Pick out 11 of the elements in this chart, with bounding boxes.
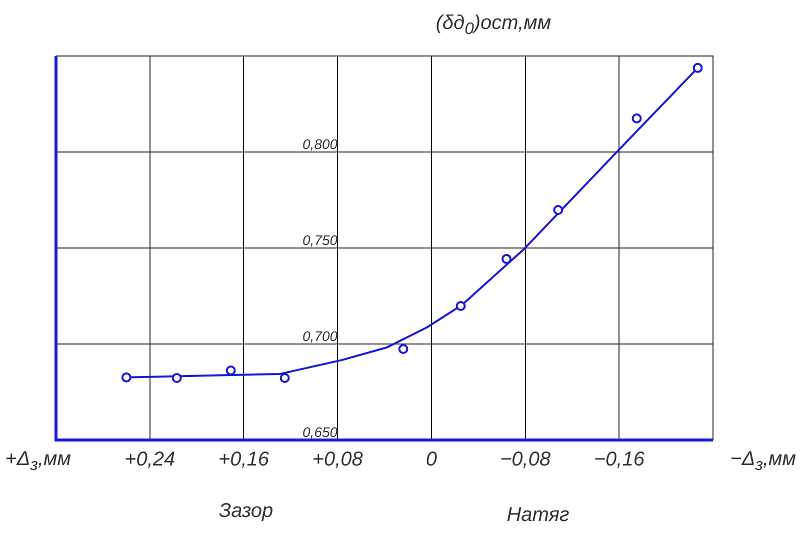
x-tick-label: +0,08 xyxy=(312,448,363,471)
text: −Δ$_{з}$,мм xyxy=(730,448,796,475)
text: Натяг xyxy=(506,504,570,527)
x-tick-label: +0,16 xyxy=(218,448,270,471)
x-tick-label: +0,24 xyxy=(124,448,176,471)
text: Зазор xyxy=(218,500,274,523)
x-tick-label: 0 xyxy=(426,448,437,471)
x-tick-label: −0,08 xyxy=(500,448,551,471)
text: +Δ$_{з}$,мм xyxy=(5,448,71,475)
x-tick-label: −0,16 xyxy=(594,448,646,471)
y-axis-title: (δд$_{0}$)ост,мм xyxy=(436,12,552,39)
